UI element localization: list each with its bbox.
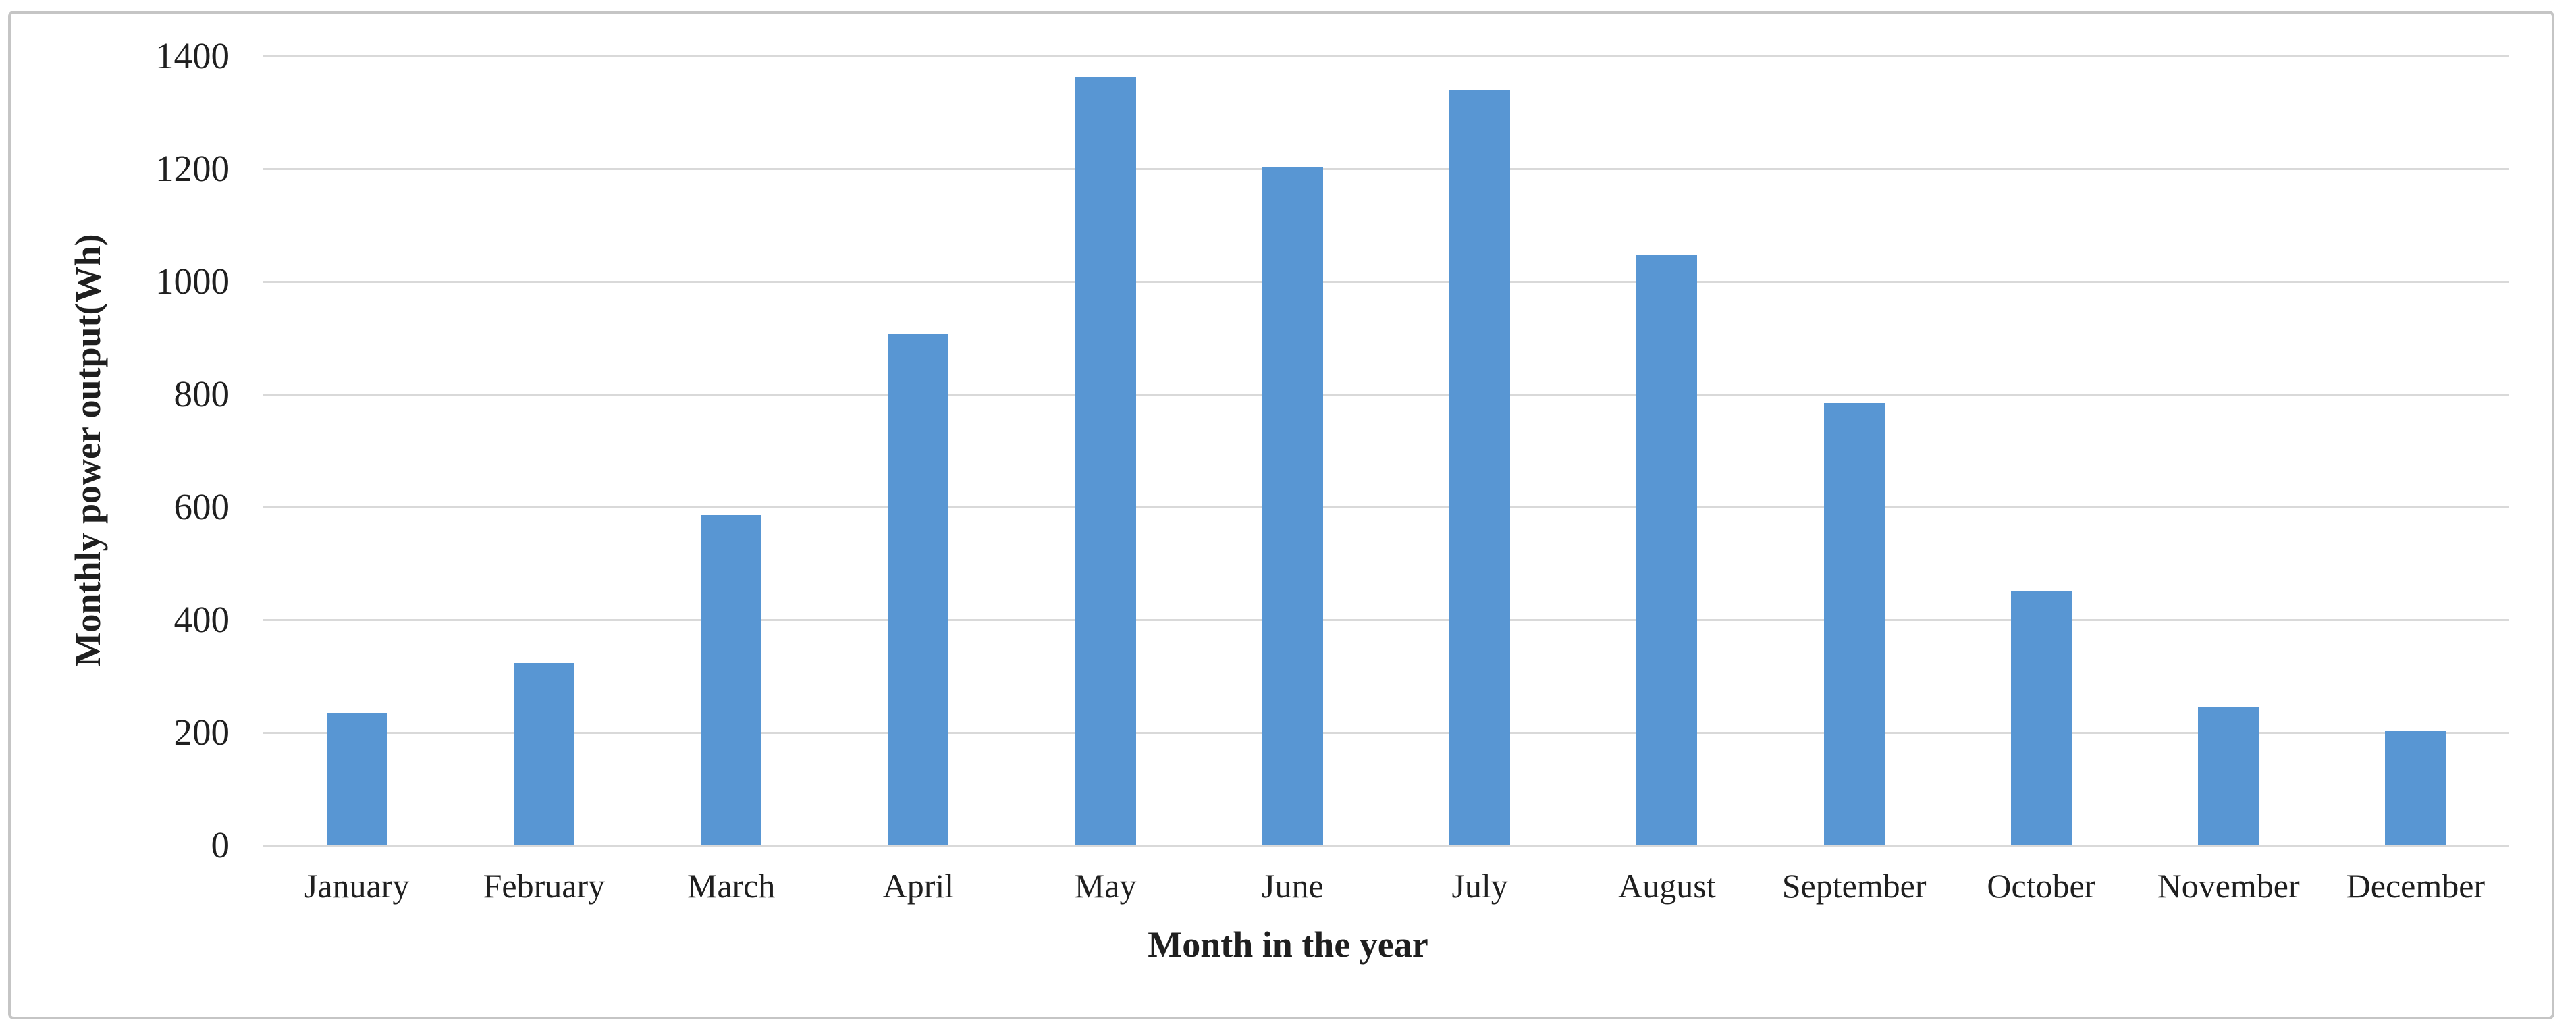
bar-july bbox=[1449, 90, 1511, 845]
y-tick-label-600: 600 bbox=[173, 486, 230, 527]
gridline-1000 bbox=[263, 280, 2509, 283]
bar-october bbox=[2010, 590, 2072, 845]
bar-june bbox=[1262, 167, 1323, 845]
gridline-1400 bbox=[263, 55, 2509, 57]
gridline-1200 bbox=[263, 167, 2509, 170]
y-tick-label-1400: 1400 bbox=[155, 35, 230, 76]
y-tick-label-800: 800 bbox=[173, 373, 230, 415]
y-tick-label-1000: 1000 bbox=[155, 261, 230, 302]
x-category-label-march: March bbox=[687, 867, 776, 905]
x-category-label-august: August bbox=[1618, 867, 1716, 905]
x-category-label-june: June bbox=[1262, 867, 1324, 905]
x-category-label-october: October bbox=[1987, 867, 2096, 905]
x-category-label-december: December bbox=[2346, 867, 2486, 905]
gridline-200 bbox=[263, 731, 2509, 734]
bar-september bbox=[1823, 402, 1885, 845]
y-tick-label-0: 0 bbox=[211, 824, 230, 866]
x-axis-title: Month in the year bbox=[1148, 924, 1428, 965]
x-category-label-april: April bbox=[882, 867, 955, 905]
plot-area bbox=[263, 55, 2509, 847]
bar-april bbox=[888, 333, 949, 845]
x-category-label-november: November bbox=[2157, 867, 2300, 905]
bar-february bbox=[513, 663, 574, 845]
y-tick-label-200: 200 bbox=[173, 712, 230, 753]
gridline-800 bbox=[263, 393, 2509, 396]
y-tick-label-1200: 1200 bbox=[155, 148, 230, 189]
x-category-label-july: July bbox=[1451, 867, 1508, 905]
x-category-label-february: February bbox=[483, 867, 606, 905]
bar-august bbox=[1636, 255, 1698, 845]
bar-january bbox=[326, 712, 387, 845]
gridline-600 bbox=[263, 506, 2509, 508]
bar-november bbox=[2198, 706, 2259, 845]
y-tick-label-400: 400 bbox=[173, 599, 230, 640]
bar-march bbox=[701, 514, 762, 845]
bar-december bbox=[2385, 731, 2446, 845]
x-category-label-september: September bbox=[1781, 867, 1927, 905]
x-category-label-may: May bbox=[1074, 867, 1137, 905]
bar-may bbox=[1075, 76, 1136, 845]
gridline-0 bbox=[263, 844, 2509, 847]
gridline-400 bbox=[263, 618, 2509, 621]
x-category-label-january: January bbox=[304, 867, 410, 905]
